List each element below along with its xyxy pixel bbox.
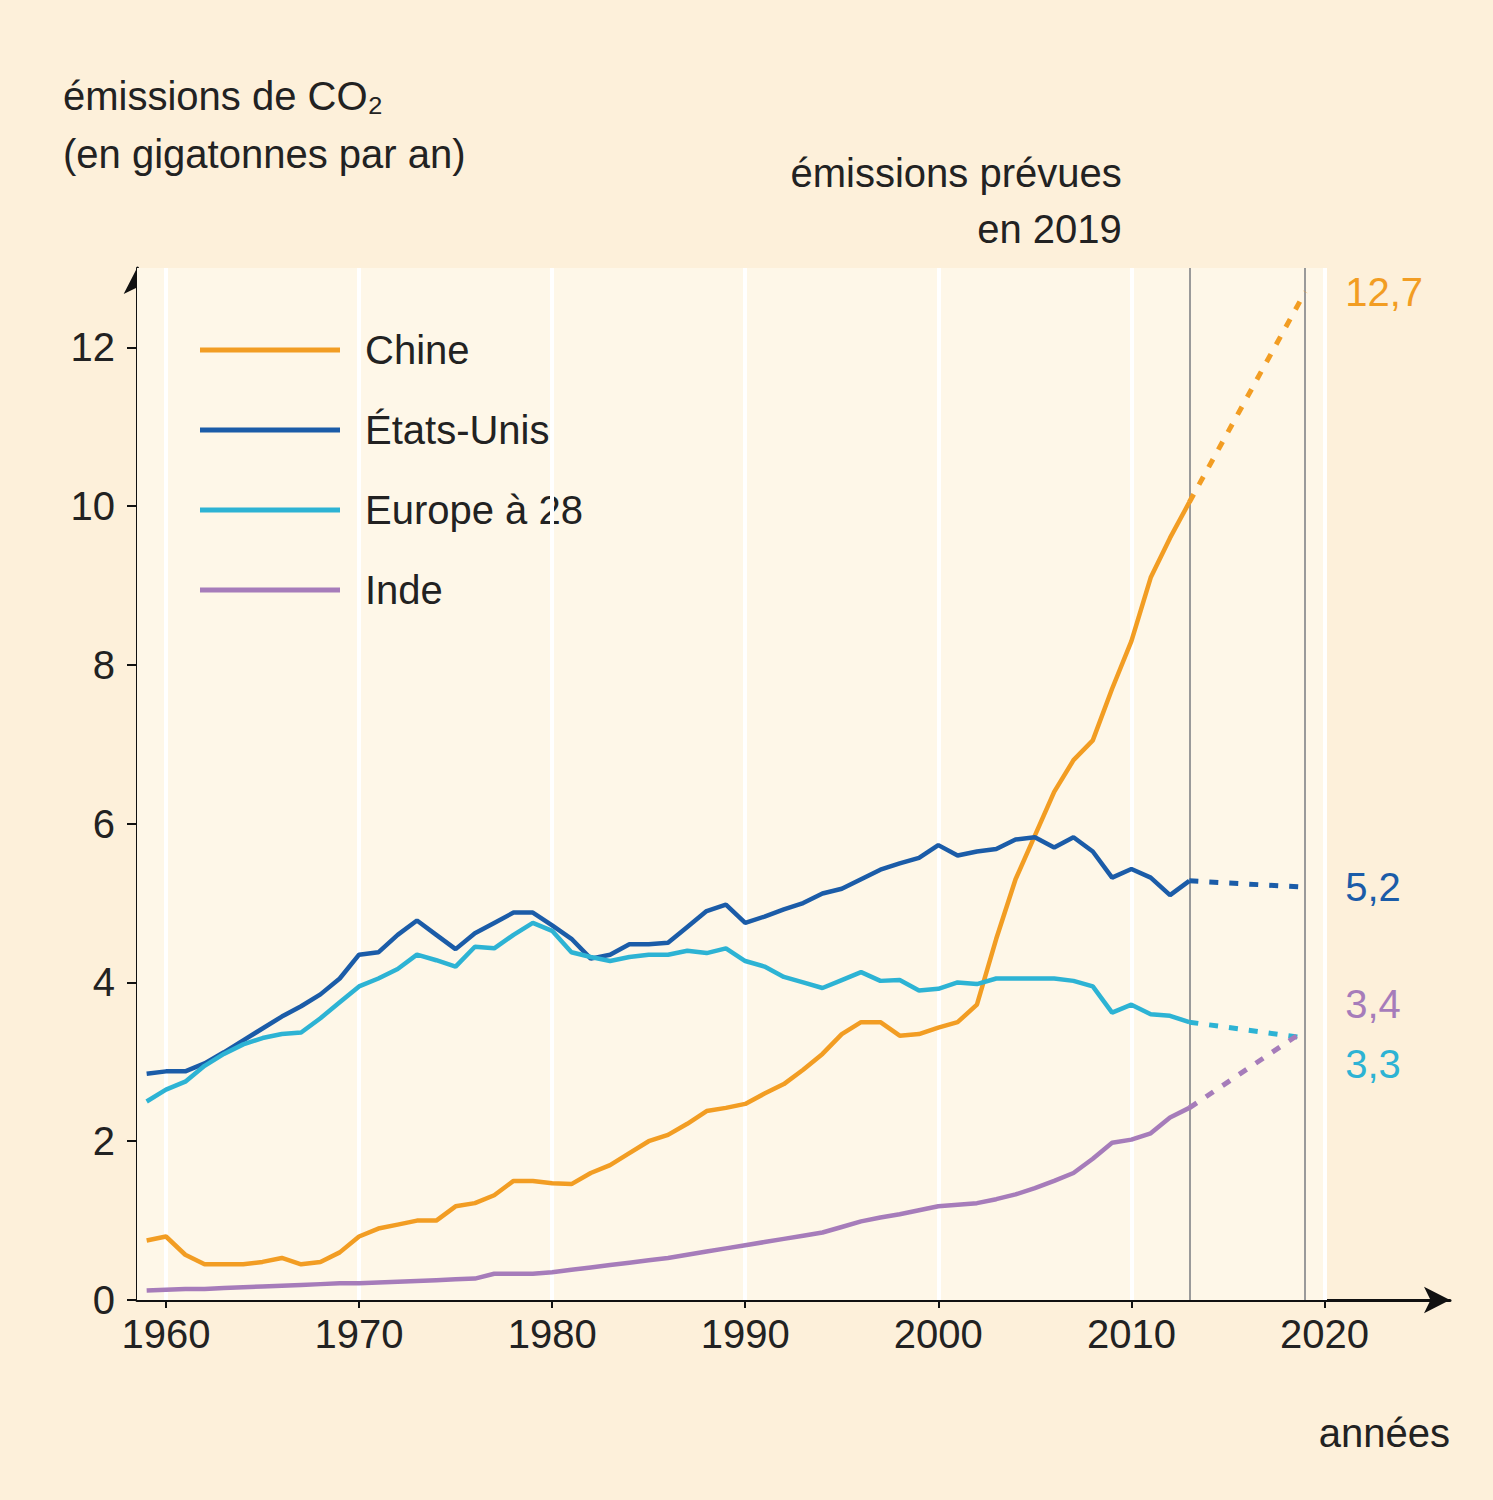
svg-text:3,3: 3,3 xyxy=(1345,1042,1401,1086)
svg-text:12,7: 12,7 xyxy=(1345,270,1423,314)
svg-text:émissions prévues: émissions prévues xyxy=(791,151,1122,195)
svg-text:2: 2 xyxy=(93,1119,115,1163)
svg-text:3,4: 3,4 xyxy=(1345,982,1401,1026)
svg-text:Chine: Chine xyxy=(365,328,470,372)
svg-text:Europe à 28: Europe à 28 xyxy=(365,488,583,532)
svg-text:12: 12 xyxy=(71,325,116,369)
svg-text:10: 10 xyxy=(71,484,116,528)
svg-text:5,2: 5,2 xyxy=(1345,865,1401,909)
svg-text:6: 6 xyxy=(93,802,115,846)
svg-text:1970: 1970 xyxy=(315,1312,404,1356)
svg-text:2020: 2020 xyxy=(1280,1312,1369,1356)
svg-text:Inde: Inde xyxy=(365,568,443,612)
svg-text:États-Unis: États-Unis xyxy=(365,408,550,452)
svg-text:années: années xyxy=(1319,1411,1450,1455)
svg-text:0: 0 xyxy=(93,1278,115,1322)
svg-text:4: 4 xyxy=(93,960,115,1004)
svg-text:1980: 1980 xyxy=(508,1312,597,1356)
svg-text:2010: 2010 xyxy=(1087,1312,1176,1356)
svg-text:émissions de CO₂: émissions de CO₂ xyxy=(63,74,383,118)
svg-text:1990: 1990 xyxy=(701,1312,790,1356)
svg-text:1960: 1960 xyxy=(121,1312,210,1356)
svg-text:2000: 2000 xyxy=(894,1312,983,1356)
svg-text:(en gigatonnes par an): (en gigatonnes par an) xyxy=(63,132,466,176)
svg-text:8: 8 xyxy=(93,643,115,687)
svg-text:en 2019: en 2019 xyxy=(977,207,1122,251)
